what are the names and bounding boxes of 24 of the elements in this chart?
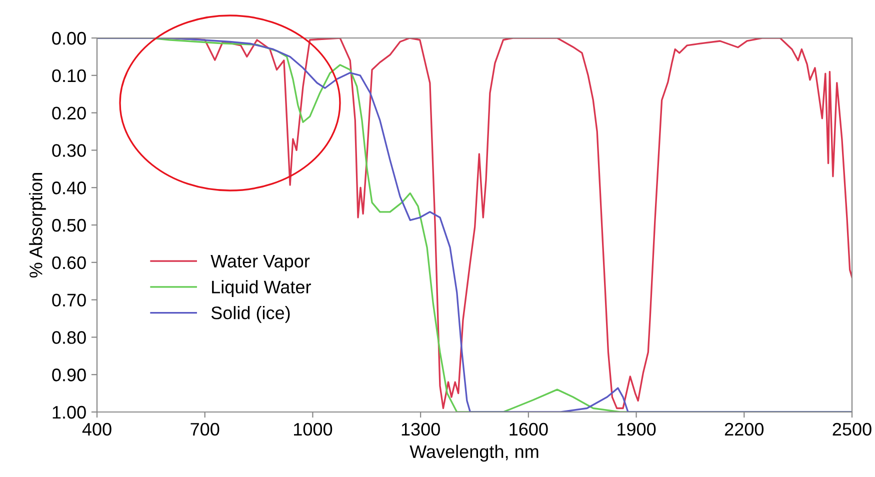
x-axis-title: Wavelength, nm [410,444,538,462]
y-tick-label: 0.40 [52,182,86,194]
y-tick-label: 0.50 [52,218,86,232]
x-tick-label: 1300 [402,422,440,436]
legend-label: Liquid Water [212,280,311,297]
x-tick-label: 2200 [724,422,764,436]
legend-label: Water Vapor [210,254,310,272]
legend-label: Solid (ice) [211,306,290,323]
y-tick-label: 1.00 [52,406,86,419]
y-tick-label: 0.60 [52,256,86,270]
x-tick-label: 2500 [832,422,872,436]
y-tick-label: 0.90 [52,368,86,382]
y-axis-title: % Absorption [29,172,46,278]
x-tick-label: 1900 [618,422,656,436]
y-tick-label: 0.00 [52,32,86,45]
x-tick-label: 1000 [294,422,332,436]
y-tick-label: 0.10 [52,69,86,82]
y-tick-label: 0.30 [52,144,86,157]
x-tick-label: 400 [82,422,112,436]
y-tick-label: 0.70 [52,294,86,307]
y-tick-label: 0.20 [52,106,86,120]
x-tick-label: 700 [190,422,220,436]
y-tick-label: 0.80 [52,331,86,344]
x-tick-label: 1600 [510,422,548,436]
